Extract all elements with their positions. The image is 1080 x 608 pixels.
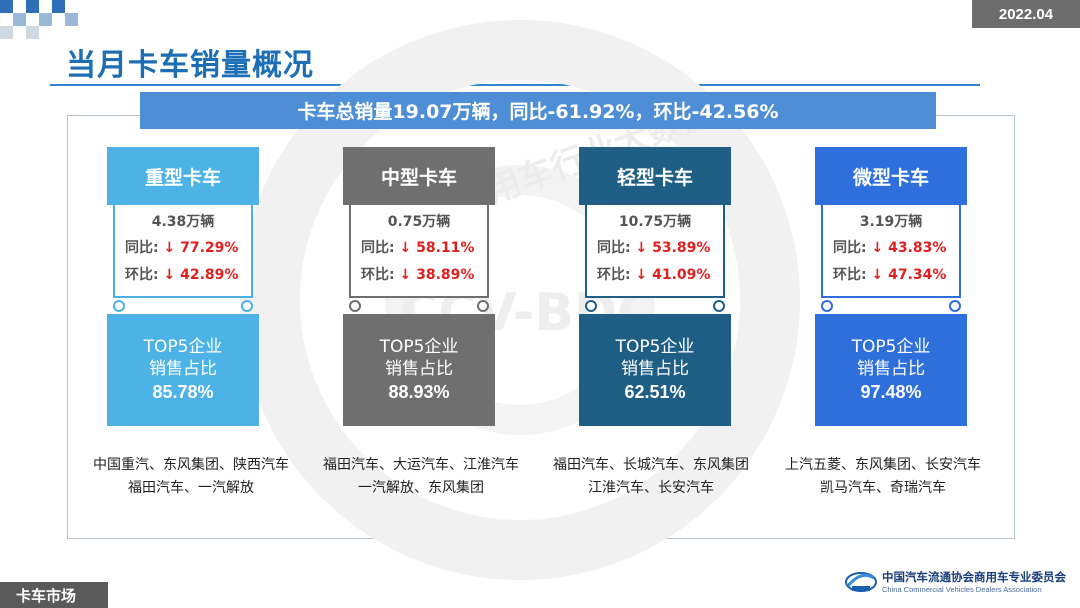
connector-ring-icon xyxy=(349,300,361,312)
share-label-1: TOP5企业 xyxy=(615,337,695,357)
mom-label: 环比: xyxy=(125,267,159,283)
category-card: 微型卡车 3.19万辆 同比: ↓ 43.83% 环比: ↓ 47.34% TO… xyxy=(815,147,967,426)
mom-value: ↓ 41.09% xyxy=(635,267,711,283)
yoy-label: 同比: xyxy=(125,240,159,256)
mom-line: 环比: ↓ 38.89% xyxy=(351,264,487,291)
top5-share-box: TOP5企业 销售占比 97.48% xyxy=(815,314,967,426)
yoy-label: 同比: xyxy=(597,240,631,256)
yoy-label: 同比: xyxy=(361,240,395,256)
mom-value: ↓ 47.34% xyxy=(871,267,947,283)
association-logo-icon xyxy=(845,572,877,592)
category-card: 中型卡车 0.75万辆 同比: ↓ 58.11% 环比: ↓ 38.89% TO… xyxy=(343,147,495,426)
brands-line-1: 上汽五菱、东风集团、长安汽车 xyxy=(785,457,981,473)
brands-line-2: 一汽解放、东风集团 xyxy=(358,480,484,496)
share-value: 62.51% xyxy=(624,382,686,402)
title-divider xyxy=(50,84,980,86)
category-title: 中型卡车 xyxy=(343,147,495,205)
connector-ring-icon xyxy=(477,300,489,312)
brands-line-2: 江淮汽车、长安汽车 xyxy=(588,480,714,496)
category-total: 3.19万辆 xyxy=(859,214,923,230)
mom-line: 环比: ↓ 47.34% xyxy=(823,264,959,291)
mom-line: 环比: ↓ 42.89% xyxy=(115,264,251,291)
yoy-value: ↓ 58.11% xyxy=(399,240,475,256)
org-logo: 中国汽车流通协会商用车专业委员会 China Commercial Vehicl… xyxy=(844,568,1066,594)
brands-line-1: 福田汽车、长城汽车、东风集团 xyxy=(553,457,749,473)
org-name-cn: 中国汽车流通协会商用车专业委员会 xyxy=(882,569,1066,584)
share-label-2: 销售占比 xyxy=(385,359,453,379)
category-stats: 0.75万辆 同比: ↓ 58.11% 环比: ↓ 38.89% xyxy=(349,205,489,298)
connector-ring-icon xyxy=(113,300,125,312)
category-stats: 4.38万辆 同比: ↓ 77.29% 环比: ↓ 42.89% xyxy=(113,205,253,298)
category-stats: 3.19万辆 同比: ↓ 43.83% 环比: ↓ 47.34% xyxy=(821,205,961,298)
section-tag: 卡车市场 xyxy=(0,582,108,608)
category-stats: 10.75万辆 同比: ↓ 53.89% 环比: ↓ 41.09% xyxy=(585,205,725,298)
mom-label: 环比: xyxy=(833,267,867,283)
connector-ring-icon xyxy=(949,300,961,312)
connector-hooks xyxy=(579,298,731,314)
corner-checker-pattern xyxy=(0,0,90,40)
share-label-2: 销售占比 xyxy=(149,359,217,379)
mom-value: ↓ 38.89% xyxy=(399,267,475,283)
connector-ring-icon xyxy=(241,300,253,312)
org-name-en: China Commercial Vehicles Dealers Associ… xyxy=(882,584,1042,594)
share-value: 97.48% xyxy=(860,382,922,402)
yoy-value: ↓ 43.83% xyxy=(871,240,947,256)
top5-brands: 中国重汽、东风集团、陕西汽车 福田汽车、一汽解放 xyxy=(76,454,306,500)
top5-brands: 福田汽车、大运汽车、江淮汽车 一汽解放、东风集团 xyxy=(306,454,536,500)
category-title: 轻型卡车 xyxy=(579,147,731,205)
yoy-value: ↓ 77.29% xyxy=(163,240,239,256)
yoy-line: 同比: ↓ 43.83% xyxy=(823,237,959,264)
top5-share-box: TOP5企业 销售占比 88.93% xyxy=(343,314,495,426)
top5-share-box: TOP5企业 销售占比 62.51% xyxy=(579,314,731,426)
brands-line-2: 凯马汽车、奇瑞汽车 xyxy=(820,480,946,496)
yoy-value: ↓ 53.89% xyxy=(635,240,711,256)
brands-line-1: 福田汽车、大运汽车、江淮汽车 xyxy=(323,457,519,473)
mom-label: 环比: xyxy=(361,267,395,283)
connector-ring-icon xyxy=(821,300,833,312)
date-badge: 2022.04 xyxy=(972,0,1080,28)
mom-label: 环比: xyxy=(597,267,631,283)
yoy-label: 同比: xyxy=(833,240,867,256)
top5-share-box: TOP5企业 销售占比 85.78% xyxy=(107,314,259,426)
share-label-2: 销售占比 xyxy=(857,359,925,379)
category-total: 4.38万辆 xyxy=(151,214,215,230)
category-title: 重型卡车 xyxy=(107,147,259,205)
connector-hooks xyxy=(815,298,967,314)
share-label-2: 销售占比 xyxy=(621,359,689,379)
share-label-1: TOP5企业 xyxy=(379,337,459,357)
category-total: 0.75万辆 xyxy=(387,214,451,230)
category-card: 重型卡车 4.38万辆 同比: ↓ 77.29% 环比: ↓ 42.89% TO… xyxy=(107,147,259,426)
brands-line-1: 中国重汽、东风集团、陕西汽车 xyxy=(93,457,289,473)
category-total: 10.75万辆 xyxy=(618,214,692,230)
connector-hooks xyxy=(343,298,495,314)
top5-brands: 福田汽车、长城汽车、东风集团 江淮汽车、长安汽车 xyxy=(536,454,766,500)
yoy-line: 同比: ↓ 58.11% xyxy=(351,237,487,264)
top5-brands: 上汽五菱、东风集团、长安汽车 凯马汽车、奇瑞汽车 xyxy=(768,454,998,500)
summary-banner: 卡车总销量19.07万辆，同比-61.92%，环比-42.56% xyxy=(140,92,936,129)
category-title: 微型卡车 xyxy=(815,147,967,205)
mom-line: 环比: ↓ 41.09% xyxy=(587,264,723,291)
connector-ring-icon xyxy=(585,300,597,312)
connector-ring-icon xyxy=(713,300,725,312)
yoy-line: 同比: ↓ 53.89% xyxy=(587,237,723,264)
share-label-1: TOP5企业 xyxy=(851,337,931,357)
yoy-line: 同比: ↓ 77.29% xyxy=(115,237,251,264)
share-label-1: TOP5企业 xyxy=(143,337,223,357)
page-title: 当月卡车销量概况 xyxy=(66,48,314,83)
connector-hooks xyxy=(107,298,259,314)
brands-line-2: 福田汽车、一汽解放 xyxy=(128,480,254,496)
category-card: 轻型卡车 10.75万辆 同比: ↓ 53.89% 环比: ↓ 41.09% T… xyxy=(579,147,731,426)
share-value: 85.78% xyxy=(152,382,214,402)
share-value: 88.93% xyxy=(388,382,450,402)
mom-value: ↓ 42.89% xyxy=(163,267,239,283)
